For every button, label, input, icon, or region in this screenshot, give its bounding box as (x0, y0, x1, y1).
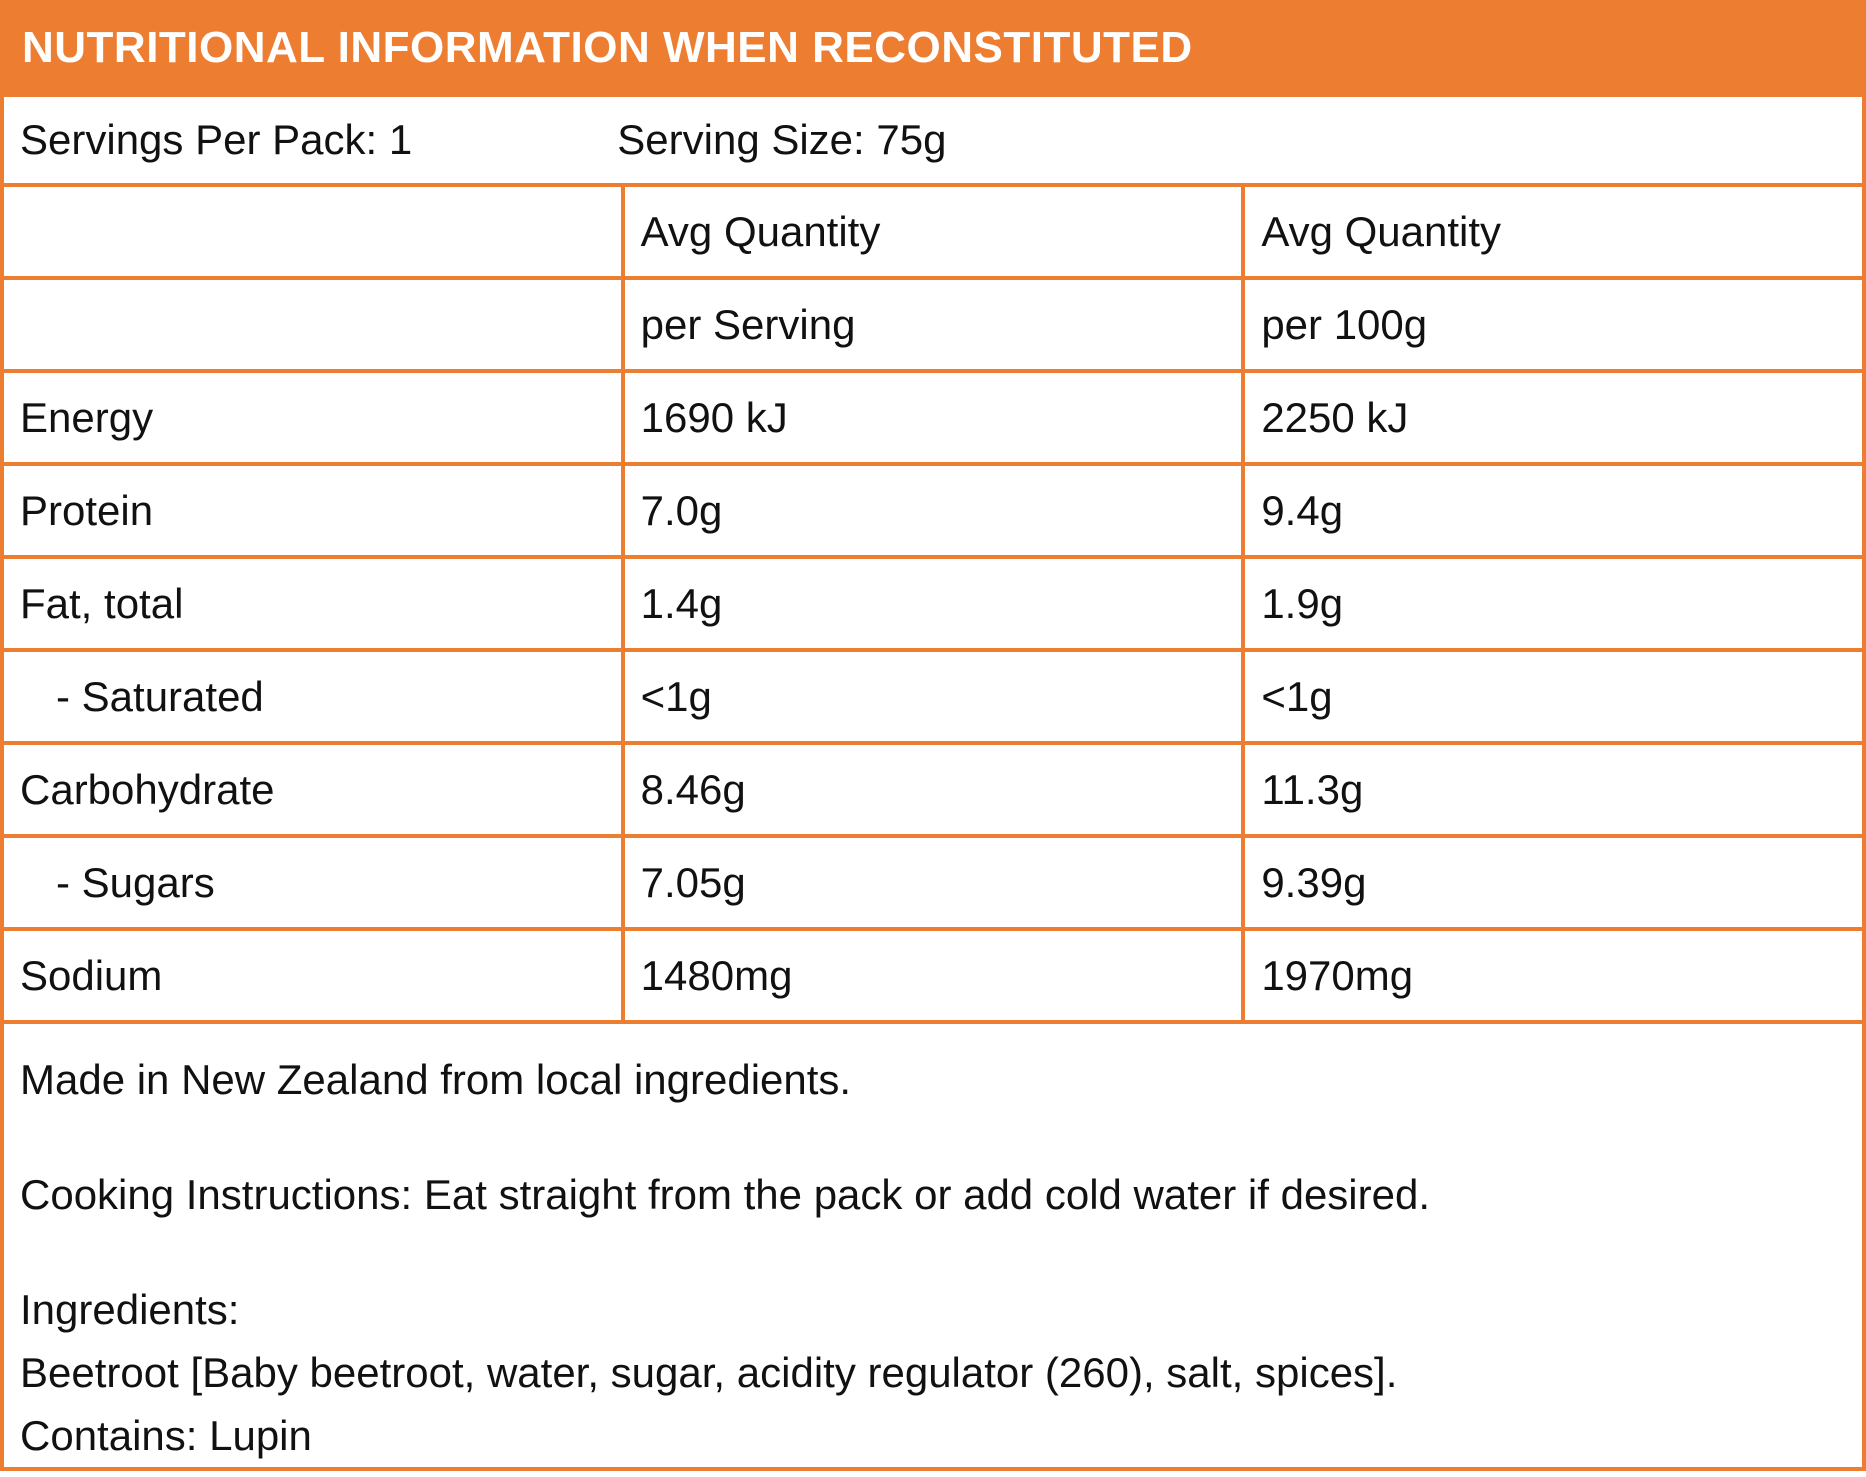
nutrient-label: Energy (4, 373, 621, 462)
value-per-100g: 11.3g (1245, 745, 1862, 834)
cooking-instructions: Cooking Instructions: Eat straight from … (20, 1171, 1431, 1218)
value-per-100g: 9.39g (1245, 838, 1862, 927)
value-per-100g: <1g (1245, 652, 1862, 741)
made-in-statement: Made in New Zealand from local ingredien… (20, 1056, 852, 1103)
allergen-statement: Contains: Lupin (20, 1412, 312, 1459)
nutrient-label: - Saturated (4, 652, 621, 741)
ingredients-heading: Ingredients: (20, 1286, 240, 1333)
col-header-per-100g-line1: Avg Quantity (1245, 187, 1862, 276)
nutrition-table: Avg Quantity Avg Quantity per Serving pe… (4, 187, 1862, 1020)
value-per-serving: <1g (624, 652, 1242, 741)
value-per-100g: 2250 kJ (1245, 373, 1862, 462)
nutrient-label: - Sugars (4, 838, 621, 927)
empty-corner-cell (4, 187, 621, 276)
col-header-per-serving-line1: Avg Quantity (624, 187, 1242, 276)
value-per-serving: 8.46g (624, 745, 1242, 834)
nutrient-label: Sodium (4, 931, 621, 1020)
nutrient-label: Protein (4, 466, 621, 555)
ingredients-list: Beetroot [Baby beetroot, water, sugar, a… (20, 1349, 1398, 1396)
value-per-serving: 7.05g (624, 838, 1242, 927)
value-per-serving: 1480mg (624, 931, 1242, 1020)
empty-corner-cell (4, 280, 621, 369)
nutrient-label: Fat, total (4, 559, 621, 648)
col-header-per-serving-line2: per Serving (624, 280, 1242, 369)
value-per-serving: 1.4g (624, 559, 1242, 648)
value-per-serving: 1690 kJ (624, 373, 1242, 462)
nutrient-label: Carbohydrate (4, 745, 621, 834)
value-per-100g: 9.4g (1245, 466, 1862, 555)
serving-size: Serving Size: 75g (617, 115, 947, 163)
value-per-100g: 1.9g (1245, 559, 1862, 648)
servings-per-pack: Servings Per Pack: 1 (20, 115, 413, 163)
panel-title: NUTRITIONAL INFORMATION WHEN RECONSTITUT… (22, 23, 1193, 73)
value-per-serving: 7.0g (624, 466, 1242, 555)
footer-notes: Made in New Zealand from local ingredien… (4, 1024, 1862, 1467)
col-header-per-100g-line2: per 100g (1245, 280, 1862, 369)
panel-title-bar: NUTRITIONAL INFORMATION WHEN RECONSTITUT… (4, 4, 1862, 93)
serving-info-row: Servings Per Pack: 1 Serving Size: 75g (4, 96, 1862, 183)
value-per-100g: 1970mg (1245, 931, 1862, 1020)
